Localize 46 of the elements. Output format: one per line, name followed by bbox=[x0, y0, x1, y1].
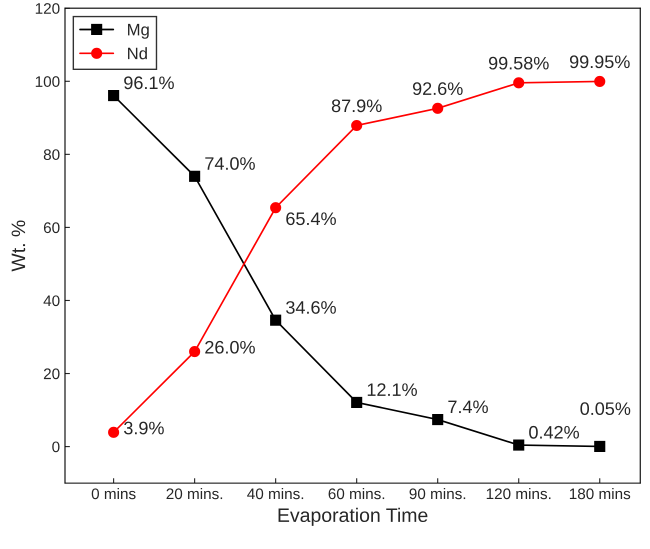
x-tick-label: 40 mins. bbox=[247, 488, 304, 500]
point bbox=[189, 346, 200, 358]
x-tick-label: 90 mins. bbox=[410, 488, 466, 500]
data-label: 74.0% bbox=[205, 157, 255, 170]
y-tick-label: 100 bbox=[36, 76, 60, 87]
x-tick-label: 0 mins bbox=[92, 488, 136, 500]
x-tick-label: 60 mins. bbox=[328, 488, 384, 500]
data-label: 99.95% bbox=[570, 55, 630, 68]
data-label: 92.6% bbox=[412, 82, 463, 96]
legend-label: Nd bbox=[128, 47, 147, 60]
y-tick-label: 80 bbox=[44, 149, 60, 160]
x-axis-title: Evaporation Time bbox=[278, 508, 428, 526]
data-label: 96.1% bbox=[124, 76, 174, 90]
y-tick-label: 20 bbox=[44, 368, 60, 380]
y-axis-title: Wt. % bbox=[12, 220, 26, 272]
point bbox=[108, 90, 120, 102]
x-tick-label: 120 mins. bbox=[486, 488, 550, 500]
point bbox=[432, 102, 444, 114]
y-tick-label: 0 bbox=[52, 441, 60, 452]
point bbox=[351, 120, 362, 132]
x-tick-label: 20 mins. bbox=[166, 488, 222, 500]
point bbox=[270, 314, 282, 326]
data-label: 3.9% bbox=[124, 422, 164, 434]
point bbox=[513, 77, 524, 88]
point bbox=[594, 440, 606, 452]
data-label: 99.58% bbox=[488, 56, 549, 70]
y-tick-label: 120 bbox=[36, 3, 60, 14]
point bbox=[189, 170, 200, 182]
x-tick-label: 180 mins bbox=[570, 488, 630, 500]
data-label: 65.4% bbox=[286, 212, 336, 226]
point bbox=[513, 440, 524, 451]
data-label: 34.6% bbox=[286, 301, 336, 314]
data-label: 87.9% bbox=[332, 99, 382, 112]
data-label: 7.4% bbox=[448, 400, 488, 414]
point bbox=[432, 414, 444, 426]
data-label: 12.1% bbox=[368, 383, 417, 396]
point bbox=[351, 396, 362, 408]
point bbox=[270, 202, 282, 214]
legend-label: Mg bbox=[128, 24, 149, 39]
data-label: 26.0% bbox=[205, 340, 255, 354]
y-tick-label: 40 bbox=[44, 295, 60, 306]
data-label: 0.42% bbox=[529, 426, 579, 439]
point bbox=[108, 426, 120, 438]
data-label: 0.05% bbox=[580, 402, 630, 416]
point bbox=[594, 76, 606, 88]
y-tick-label: 60 bbox=[44, 222, 60, 234]
